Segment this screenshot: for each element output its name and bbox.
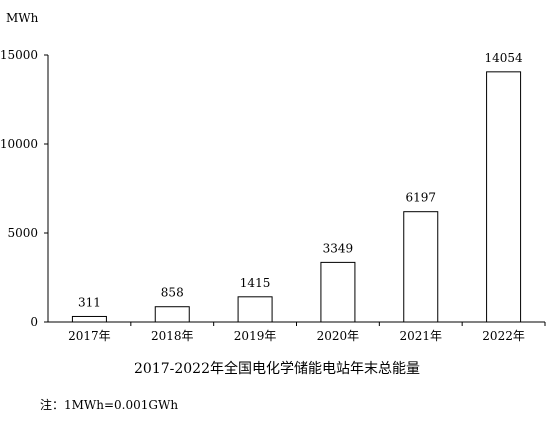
- bar: [320, 261, 356, 323]
- y-axis-ticks: 0 5000 10000 15000: [0, 48, 48, 329]
- bar: [237, 296, 273, 323]
- bar: [403, 211, 439, 323]
- bar-value-label: 6197: [405, 191, 436, 205]
- chart-title: 2017-2022年全国电化学储能电站年末总能量: [134, 361, 420, 377]
- y-tick-label: 5000: [7, 226, 38, 240]
- x-tick-label: 2020年: [317, 329, 360, 343]
- bar: [71, 315, 107, 323]
- unit-note: 注：1MWh=0.001GWh: [40, 398, 179, 412]
- x-tick-label: 2019年: [234, 329, 277, 343]
- y-tick-label: 15000: [0, 48, 38, 62]
- y-axis-unit-label: MWh: [6, 11, 39, 25]
- bar-value-label: 858: [161, 286, 184, 300]
- bar: [154, 306, 190, 323]
- x-tick-label: 2022年: [482, 329, 525, 343]
- x-axis-ticks: 2017年 2018年 2019年 2020年 2021年 2022年: [68, 322, 546, 343]
- x-tick-label: 2017年: [68, 329, 111, 343]
- bar-value-label: 3349: [323, 241, 354, 255]
- bar-value-label: 1415: [240, 276, 271, 290]
- bar-value-label: 311: [78, 295, 101, 309]
- bar: [486, 71, 522, 323]
- bars-group: 311 858 1415 3349 6197 14054: [71, 51, 523, 323]
- x-tick-label: 2021年: [399, 329, 442, 343]
- y-tick-label: 0: [30, 315, 38, 329]
- x-tick-label: 2018年: [151, 329, 194, 343]
- y-tick-label: 10000: [0, 137, 38, 151]
- bar-value-label: 14054: [484, 51, 523, 65]
